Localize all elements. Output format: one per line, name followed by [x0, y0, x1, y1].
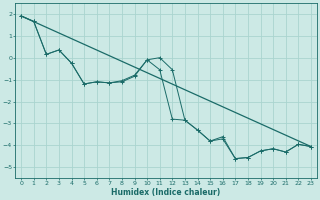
X-axis label: Humidex (Indice chaleur): Humidex (Indice chaleur): [111, 188, 220, 197]
